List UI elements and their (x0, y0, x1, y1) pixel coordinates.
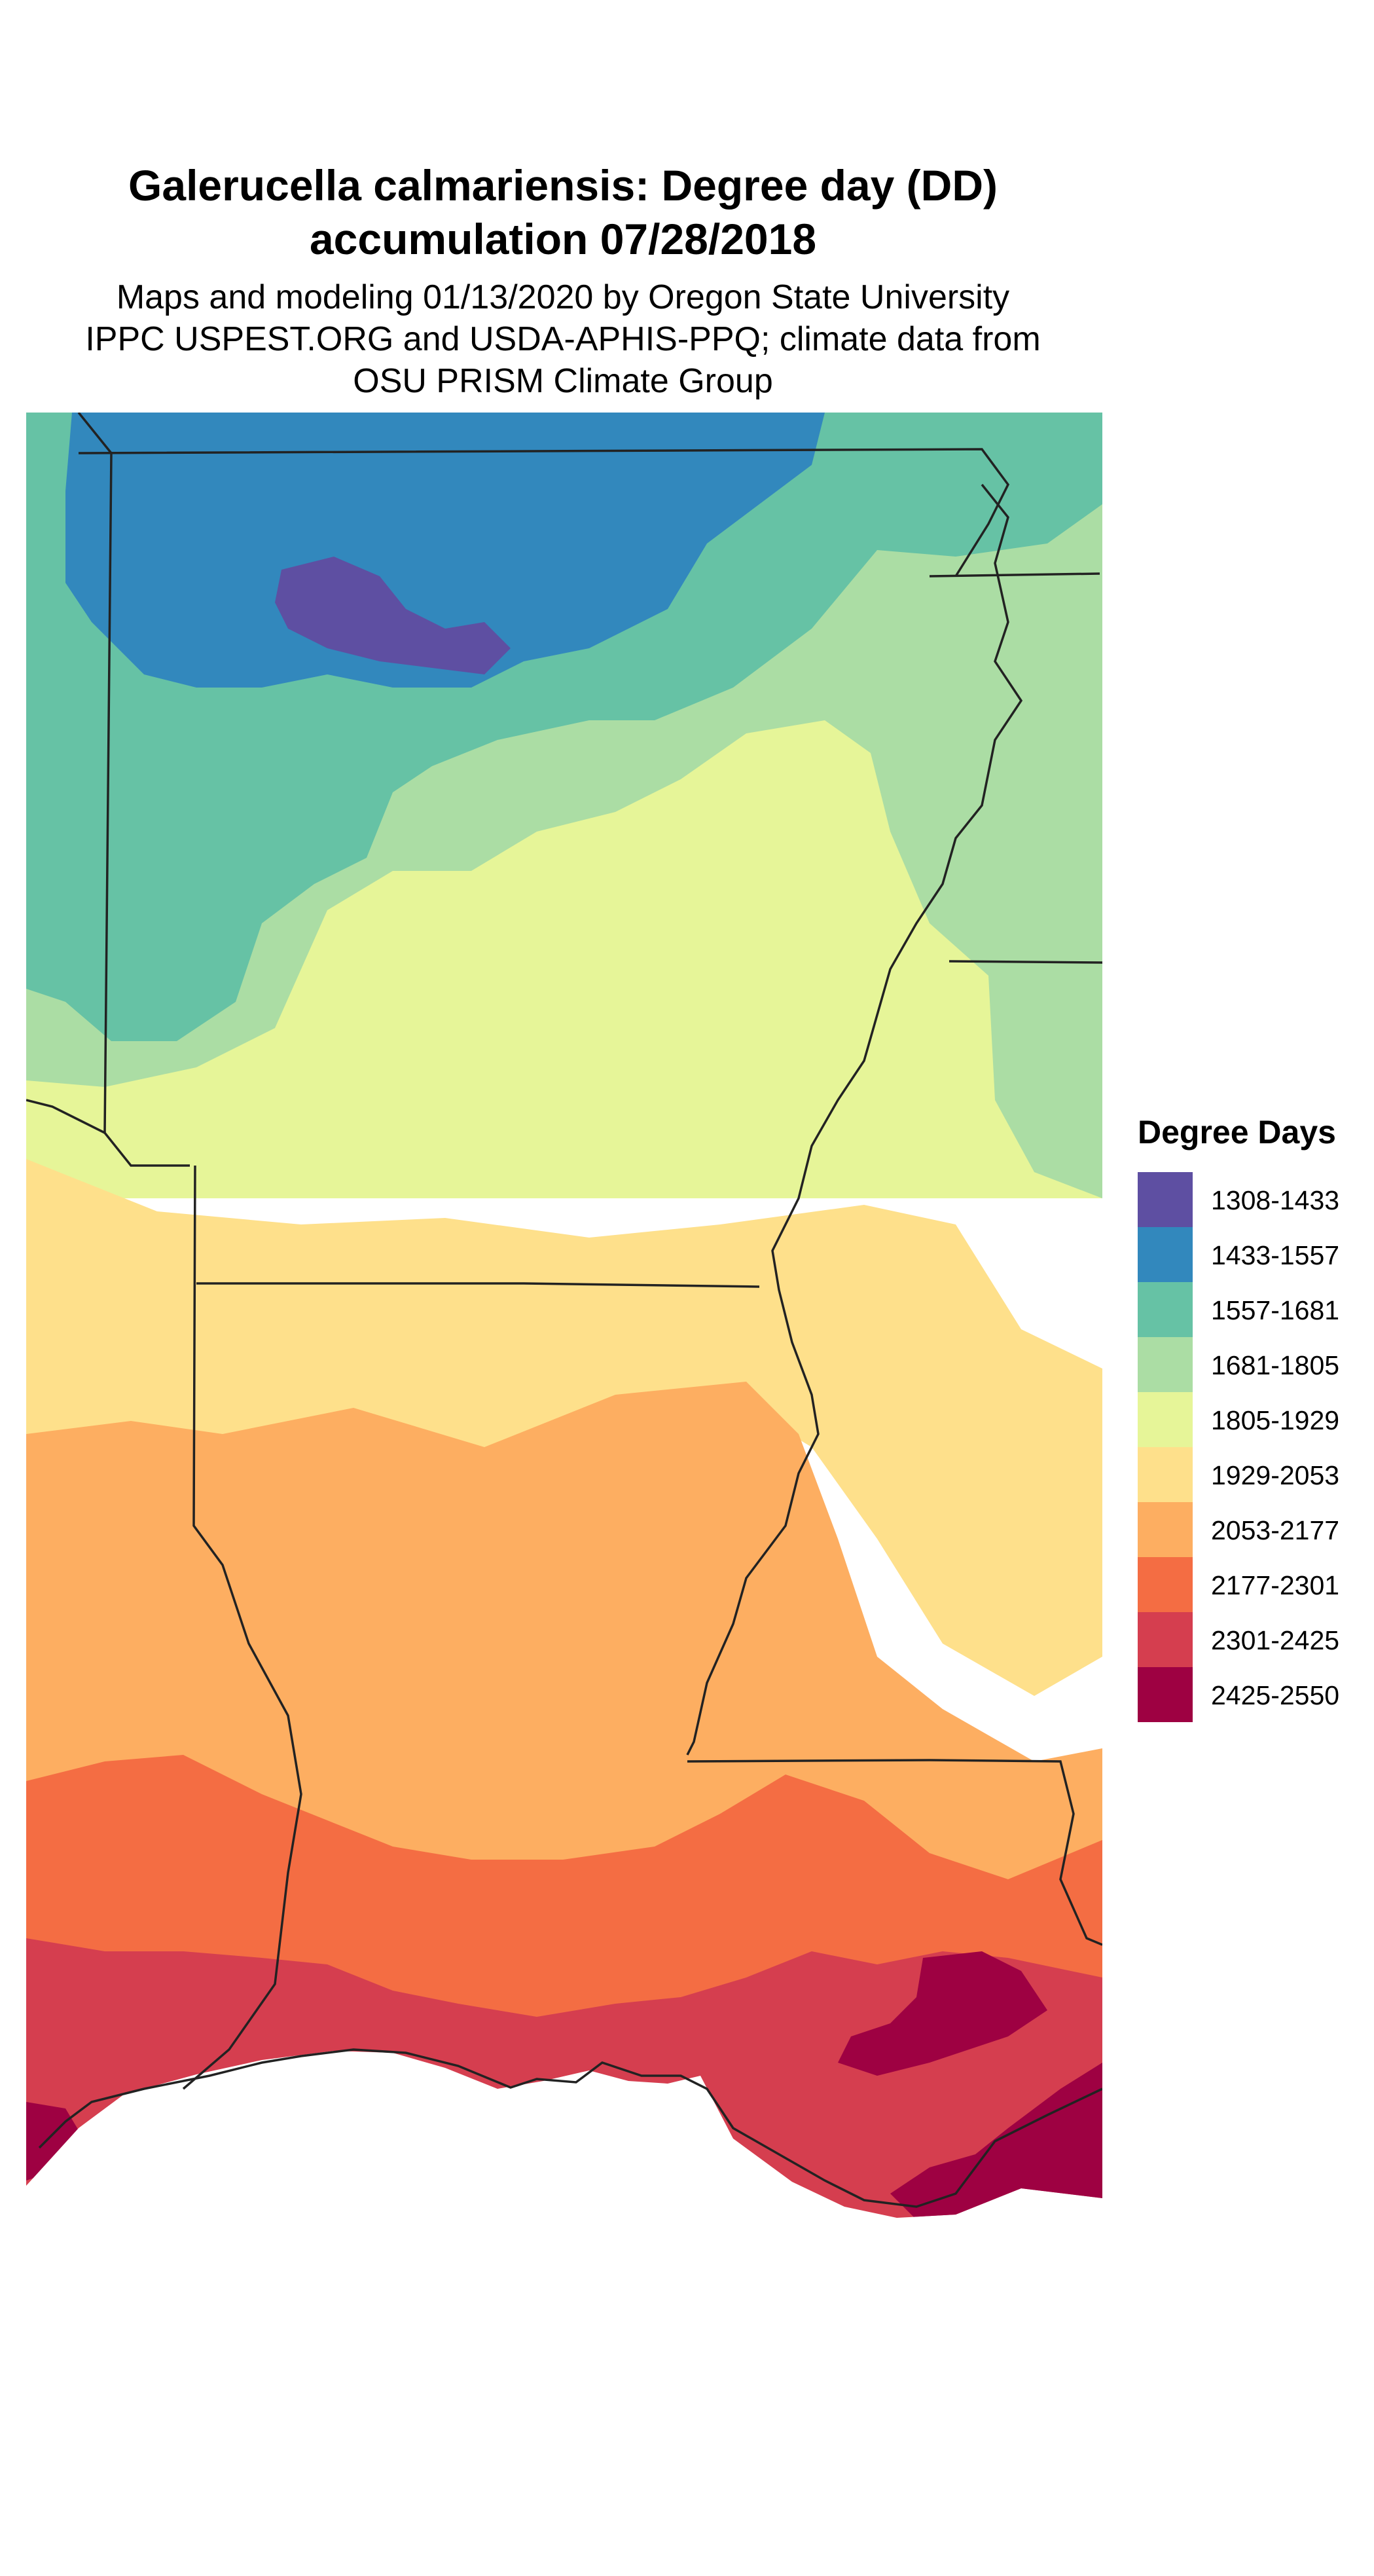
legend-swatch (1138, 1282, 1193, 1337)
legend-swatch (1138, 1447, 1193, 1502)
legend-swatch (1138, 1667, 1193, 1722)
legend-item: 2177-2301 (1138, 1557, 1373, 1612)
legend-title: Degree Days (1138, 1114, 1336, 1150)
legend-label: 1557-1681 (1211, 1295, 1340, 1325)
state-border-east (949, 960, 1102, 964)
dd-zone-2425-2550 (838, 1951, 1047, 2076)
map-title-line-2: accumulation 07/28/2018 (309, 215, 817, 263)
legend-swatch (1138, 1227, 1193, 1282)
degree-day-map (26, 413, 1102, 2218)
legend-item: 1929-2053 (1138, 1447, 1373, 1502)
state-border-louisiana-south (687, 1759, 1102, 1946)
map-title-line-1: Galerucella calmariensis: Degree day (DD… (128, 161, 998, 210)
state-border-oklahoma-panhandle (26, 1099, 105, 1134)
legend-label: 1929-2053 (1211, 1460, 1340, 1490)
state-border-northeast (929, 572, 1100, 578)
state-border-texas-louisiana (182, 1165, 302, 2090)
legend-item: 1433-1557 (1138, 1227, 1373, 1282)
legend-item: 1308-1433 (1138, 1172, 1373, 1227)
dd-zone-1308-1433 (275, 557, 511, 674)
map-subtitle-line-3: OSU PRISM Climate Group (353, 362, 773, 400)
state-border-louisiana-north (196, 1282, 760, 1288)
legend-swatch (1138, 1612, 1193, 1667)
legend-item: 2301-2425 (1138, 1612, 1373, 1667)
legend-label: 2053-2177 (1211, 1515, 1340, 1545)
legend-swatch (1138, 1337, 1193, 1392)
legend-swatch (1138, 1172, 1193, 1227)
legend-item: 1805-1929 (1138, 1392, 1373, 1447)
legend-label: 1805-1929 (1211, 1405, 1340, 1435)
legend-label: 1681-1805 (1211, 1350, 1340, 1380)
legend-swatch (1138, 1392, 1193, 1447)
mississippi-river (686, 483, 1023, 1756)
legend-label: 1433-1557 (1211, 1240, 1340, 1270)
legend-label: 2425-2550 (1211, 1680, 1340, 1710)
legend-swatch (1138, 1557, 1193, 1612)
legend-item: 2425-2550 (1138, 1667, 1373, 1722)
legend-swatch (1138, 1502, 1193, 1557)
map-subtitle-line-2: IPPC USPEST.ORG and USDA-APHIS-PPQ; clim… (85, 320, 1041, 358)
legend-label: 1308-1433 (1211, 1185, 1340, 1215)
state-border-north (78, 448, 1010, 577)
map-subtitle-line-1: Maps and modeling 01/13/2020 by Oregon S… (116, 278, 1010, 316)
legend-label: 2301-2425 (1211, 1625, 1340, 1655)
legend-label: 2177-2301 (1211, 1570, 1340, 1600)
legend-item: 1557-1681 (1138, 1282, 1373, 1337)
gulf-coastline (38, 2048, 1102, 2208)
dd-zone-1433-1557 (65, 413, 825, 688)
legend-item: 1681-1805 (1138, 1337, 1373, 1392)
legend-item: 2053-2177 (1138, 1502, 1373, 1557)
